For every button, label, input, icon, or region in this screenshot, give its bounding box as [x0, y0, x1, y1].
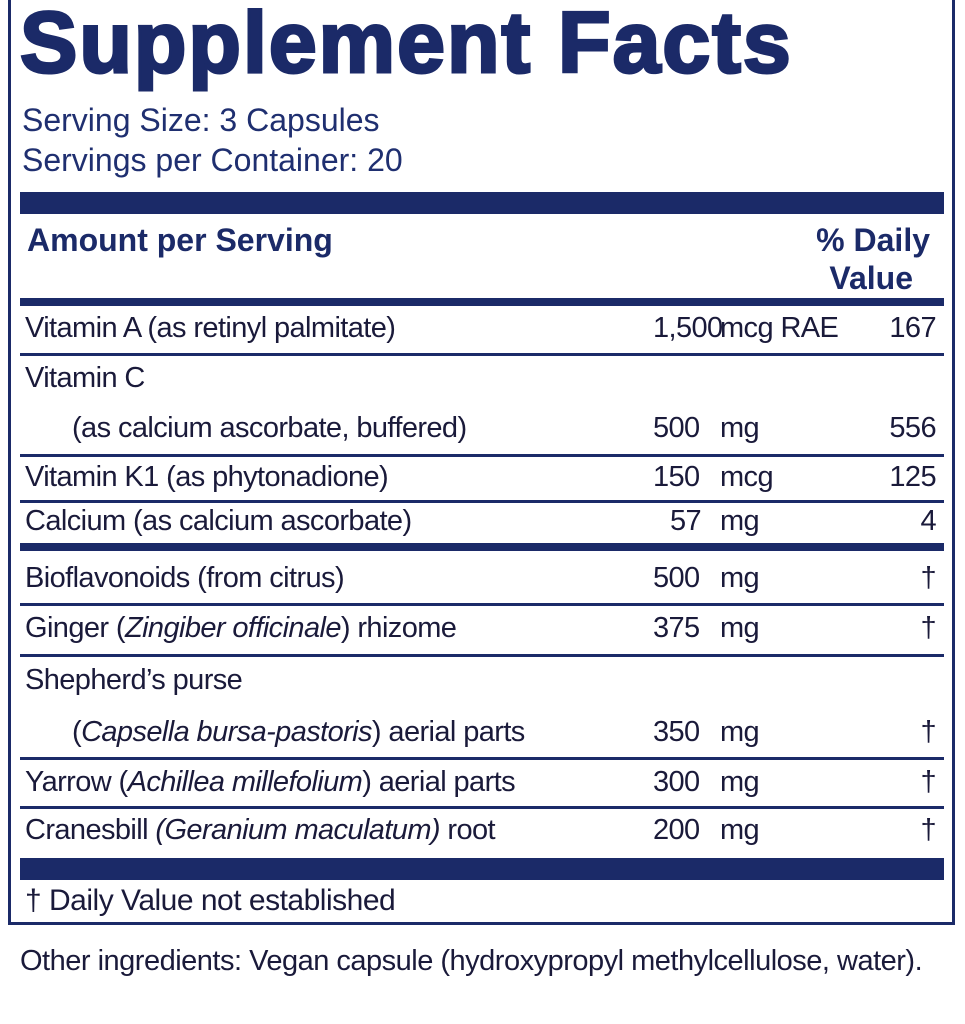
ingredient-name: Bioflavonoids (from citrus) [25, 562, 345, 594]
ingredient-unit: mg [720, 562, 760, 594]
ingredient-row: Cranesbill (Geranium maculatum) root 200… [20, 814, 937, 854]
panel-title: Supplement Facts [19, 0, 793, 93]
dagger-mark: † [920, 562, 936, 594]
ingredient-amount: 375 [653, 612, 700, 644]
nutrient-amount: 57 [670, 505, 702, 537]
ingredient-row: Ginger (Zingiber officinale) rhizome 375… [20, 612, 937, 652]
nutrient-amount: 150 [653, 461, 700, 493]
ingredient-name: Shepherd’s purse [25, 664, 243, 696]
daily-value-header-2: Value [829, 260, 913, 296]
ingredient-row: Shepherd’s purse [20, 664, 936, 704]
nutrient-amount: 1,500 [653, 312, 723, 344]
nutrient-name: Vitamin C [25, 362, 145, 394]
thin-divider [20, 454, 944, 457]
ingredient-row: Yarrow (Achillea millefolium) aerial par… [20, 766, 937, 806]
ingredient-amount: 350 [653, 716, 700, 748]
nutrient-unit: mg [720, 412, 760, 444]
dagger-mark: † [920, 814, 936, 846]
ingredient-row: Bioflavonoids (from citrus) 500 mg † [20, 562, 937, 602]
nutrient-row: Vitamin C [20, 362, 936, 402]
thin-divider [20, 500, 944, 503]
thick-divider [20, 192, 944, 214]
ingredient-source: (Capsella bursa-pastoris) aerial parts [72, 716, 525, 748]
ingredient-name: Cranesbill (Geranium maculatum) root [25, 814, 496, 846]
nutrient-amount: 500 [653, 412, 700, 444]
ingredient-amount: 300 [653, 766, 700, 798]
ingredient-amount: 500 [653, 562, 700, 594]
medium-divider [20, 543, 944, 551]
nutrient-source: (as calcium ascorbate, buffered) [72, 412, 467, 444]
thin-divider [20, 353, 944, 356]
dagger-mark: † [920, 716, 936, 748]
nutrient-row: Vitamin A (as retinyl palmitate) 1,500 m… [20, 312, 937, 352]
ingredient-unit: mg [720, 716, 760, 748]
amount-per-serving-header: Amount per Serving [27, 222, 333, 258]
ingredient-amount: 200 [653, 814, 700, 846]
nutrient-dv: 125 [889, 461, 936, 493]
thick-divider [20, 858, 944, 880]
nutrient-unit: mg [720, 505, 760, 537]
nutrient-name: Calcium (as calcium ascorbate) [25, 505, 412, 537]
nutrient-dv: 4 [920, 505, 936, 537]
ingredient-name: Yarrow (Achillea millefolium) aerial par… [25, 766, 516, 798]
nutrient-unit: mcg [720, 461, 774, 493]
nutrient-row-continued: (as calcium ascorbate, buffered) 500 mg … [20, 412, 937, 452]
thin-divider [20, 757, 944, 760]
nutrient-dv: 167 [889, 312, 936, 344]
ingredient-name: Ginger (Zingiber officinale) rhizome [25, 612, 457, 644]
servings-per-container: Servings per Container: 20 [22, 142, 403, 178]
nutrient-dv: 556 [889, 412, 936, 444]
other-ingredients: Other ingredients: Vegan capsule (hydrox… [20, 945, 923, 977]
dagger-mark: † [920, 766, 936, 798]
nutrient-name: Vitamin K1 (as phytonadione) [25, 461, 389, 493]
daily-value-footnote: † Daily Value not established [25, 884, 396, 917]
supplement-facts-panel [8, 0, 955, 925]
ingredient-row-continued: (Capsella bursa-pastoris) aerial parts 3… [20, 716, 937, 756]
daily-value-header-1: % Daily [816, 222, 930, 258]
thin-divider [20, 806, 944, 809]
thin-divider [20, 603, 944, 606]
nutrient-row: Calcium (as calcium ascorbate) 57 mg 4 [20, 505, 937, 545]
nutrient-unit: mcg RAE [720, 312, 839, 344]
nutrient-row: Vitamin K1 (as phytonadione) 150 mcg 125 [20, 461, 937, 501]
ingredient-unit: mg [720, 766, 760, 798]
nutrient-name: Vitamin A (as retinyl palmitate) [25, 312, 396, 344]
ingredient-unit: mg [720, 814, 760, 846]
serving-size: Serving Size: 3 Capsules [22, 102, 380, 138]
ingredient-unit: mg [720, 612, 760, 644]
thin-divider [20, 654, 944, 657]
medium-divider [20, 298, 944, 306]
dagger-mark: † [920, 612, 936, 644]
